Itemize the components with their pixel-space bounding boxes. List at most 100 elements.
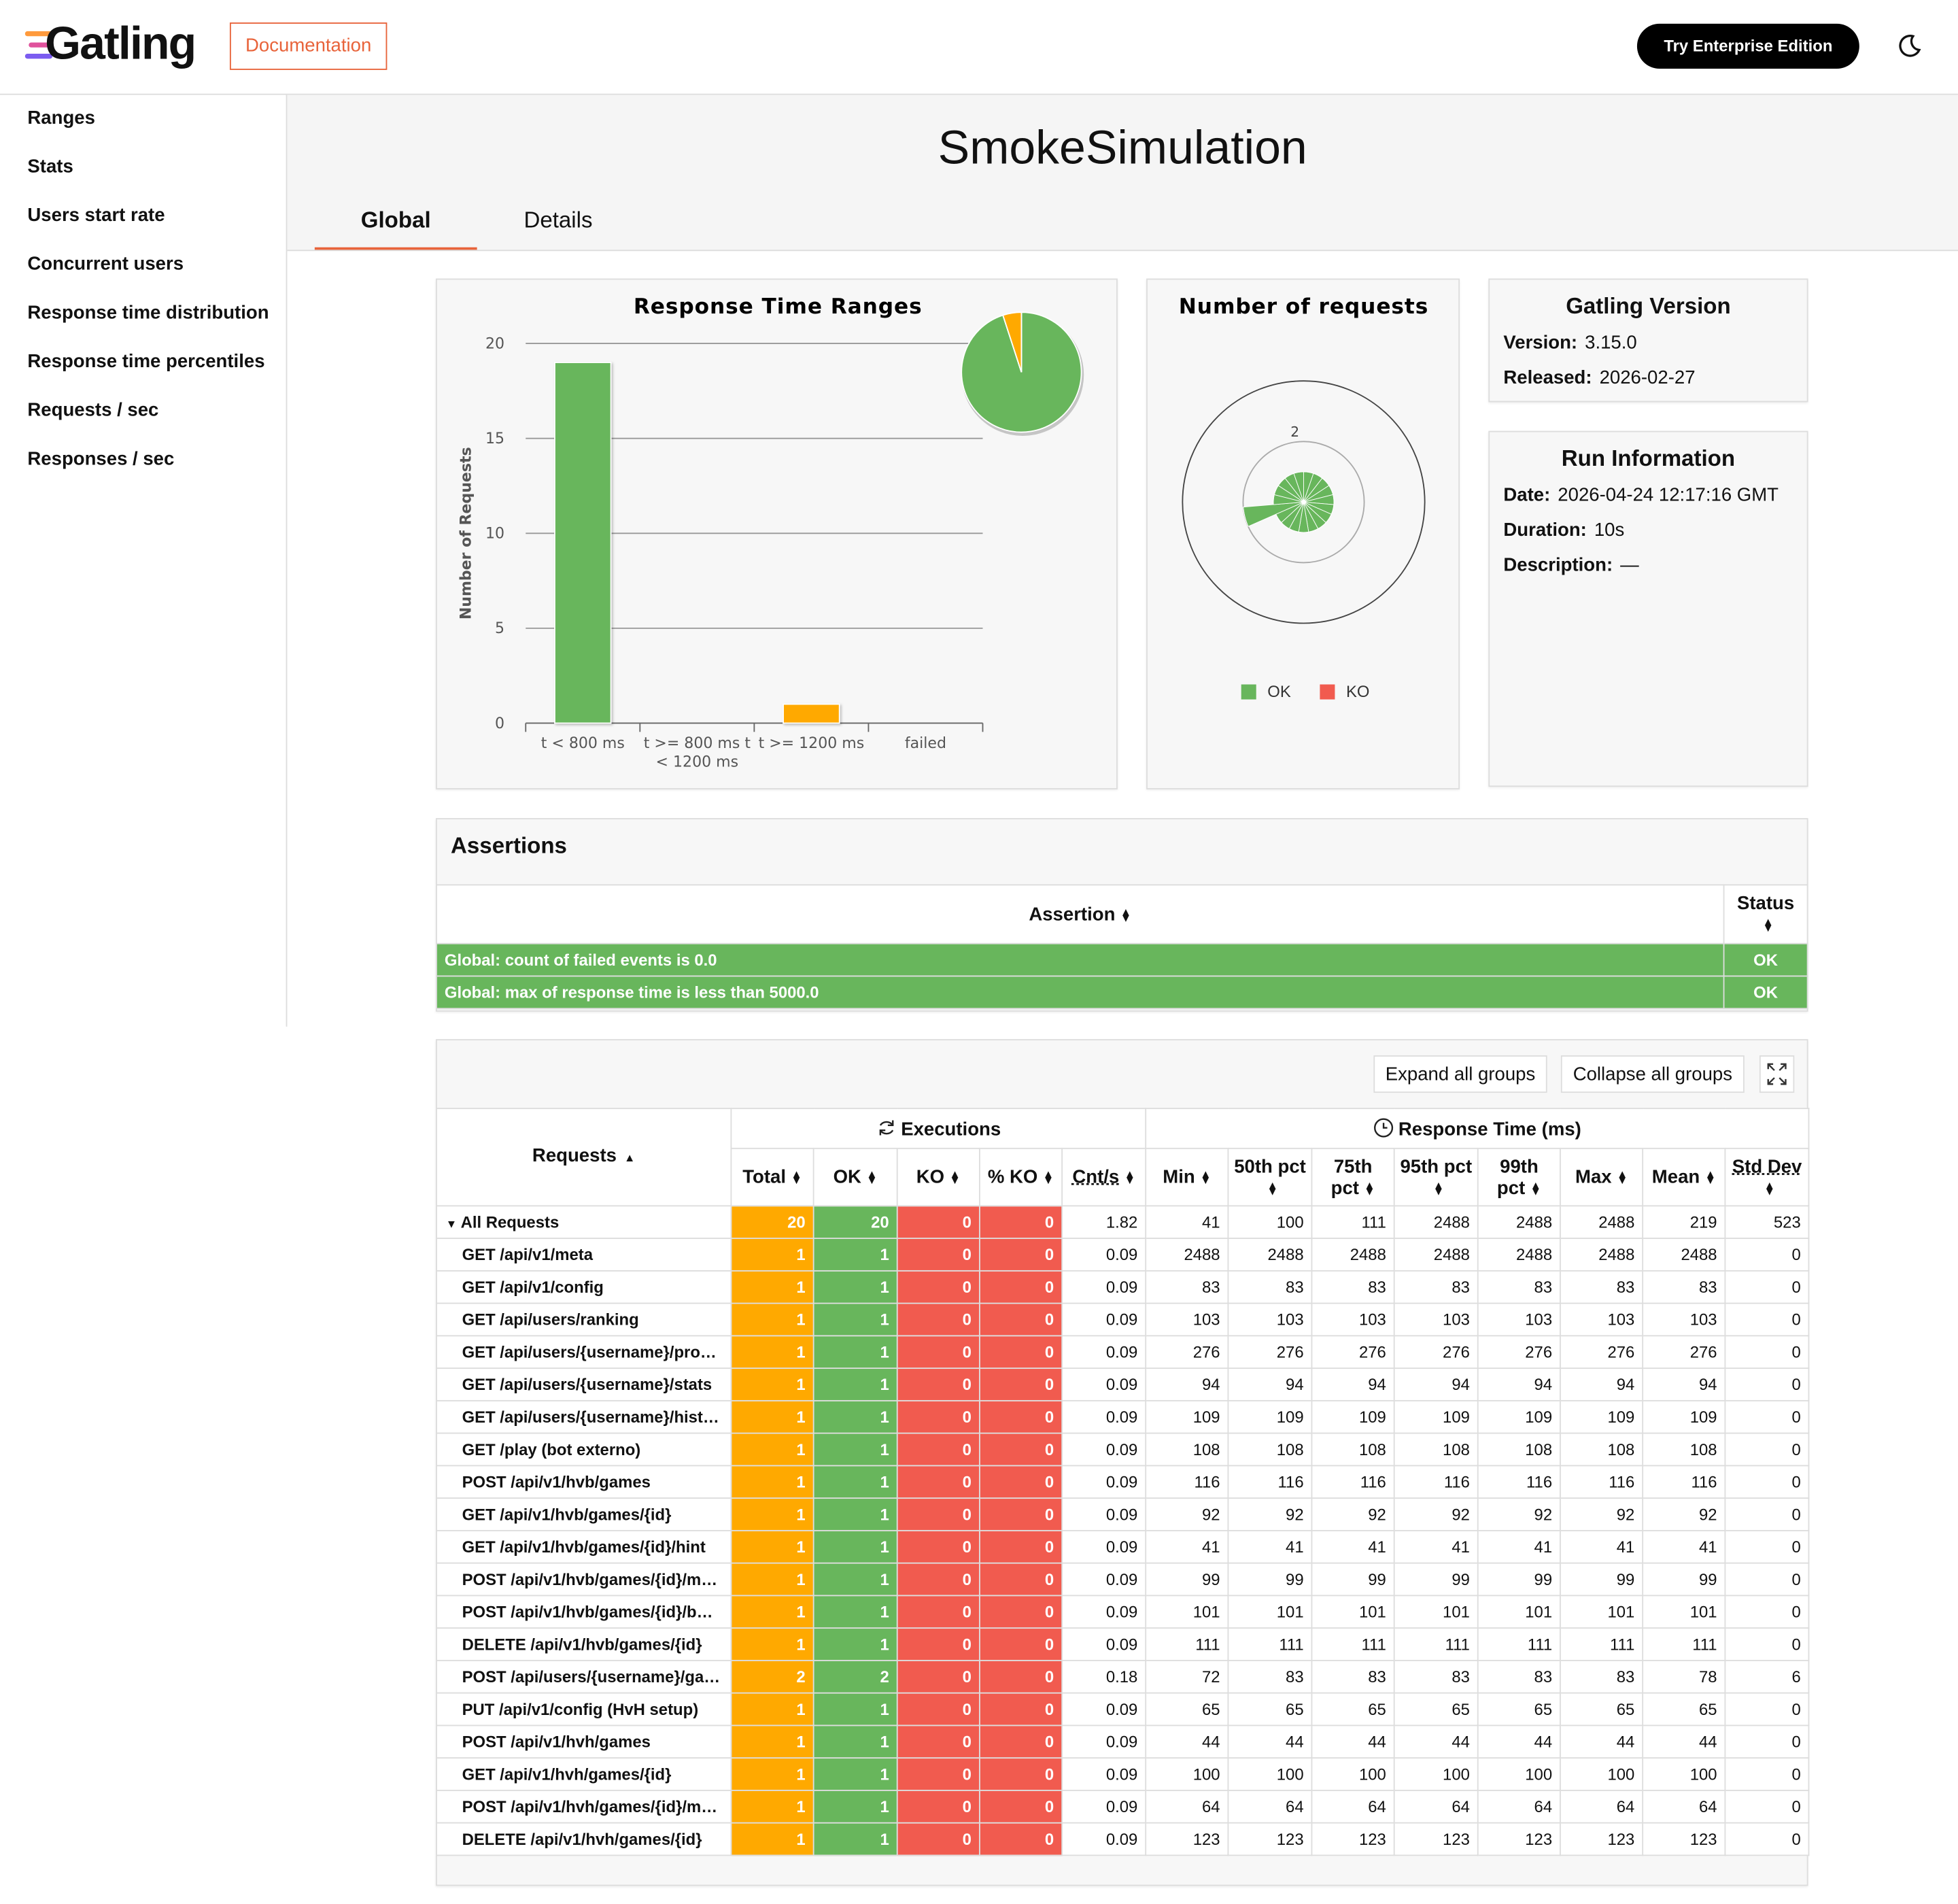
toolbar-button[interactable]: Expand all groups [1373,1055,1547,1093]
stat-cell: 276 [1642,1335,1726,1370]
stat-cell: 83 [1393,1659,1479,1694]
toolbar-button[interactable]: Collapse all groups [1560,1055,1745,1093]
stat-cell: 1 [812,1302,898,1337]
column-header[interactable]: Assertion ▲ ▼ [436,884,1725,945]
stat-cell: 44 [1560,1724,1644,1759]
stat-cell: 99 [1642,1562,1726,1597]
request-row: GET /api/users/ranking 1 1 0 0 0.09 103 103 103 1… [436,1302,1810,1337]
assertion-text: Global: count of failed events is 0.0 [436,942,1725,977]
stat-cell: 2488 [1393,1205,1479,1240]
stat-cell: 99 [1227,1562,1313,1597]
stat-cell: 1 [730,1302,814,1337]
nav-link[interactable]: Users start rate [27,205,165,226]
request-name: POST /api/v1/hvb/games/{id}/b… [436,1595,732,1629]
panel-title: Gatling Version [1566,293,1731,319]
column-header[interactable]: Total ▲ ▼ [730,1147,814,1207]
legend-label[interactable]: KO [1345,681,1370,701]
sort-icon: ▲ ▼ [1267,1178,1278,1197]
nav-link[interactable]: Responses / sec [27,448,175,470]
stat-cell: 83 [1227,1270,1313,1304]
documentation-button[interactable]: Documentation [229,22,388,70]
request-label: POST /api/v1/hvb/games [462,1472,651,1492]
legend-label[interactable]: OK [1267,681,1291,701]
request-row: GET /api/users/{username}/stats 1 1 0 0 0.09 9… [436,1367,1810,1401]
column-header[interactable]: Min ▲ ▼ [1145,1147,1229,1207]
nav-link[interactable]: Concurrent users [27,253,184,275]
stat-cell: 0 [896,1692,980,1727]
theme-toggle[interactable] [1895,33,1923,60]
stat-cell: 111 [1477,1627,1561,1661]
nav-link[interactable]: Stats [27,156,73,177]
r-tick-label: 2 [1290,424,1299,440]
stat-cell: 111 [1311,1205,1395,1240]
header-text: Mean [1651,1166,1700,1188]
column-header[interactable]: % KO ▲ ▼ [978,1147,1063,1207]
stat-cell: 99 [1560,1562,1644,1597]
stat-cell: 83 [1227,1659,1313,1694]
info-row: Date: 2026-04-24 12:17:16 GMT [1503,485,1779,506]
sort-icon: ▲ ▼ [1762,915,1774,934]
logo[interactable]: Gatling [45,17,196,69]
stat-cell: 123 [1145,1822,1229,1856]
nav-link[interactable]: Requests / sec [27,399,159,421]
polar-outer-ring [1182,380,1426,624]
stat-cell: 0 [1724,1399,1810,1434]
nav-link[interactable]: Response time percentiles [27,351,265,373]
stat-cell: 101 [1393,1595,1479,1629]
stat-cell: 44 [1145,1724,1229,1759]
header-text: Cnt/s [1072,1166,1120,1188]
stat-cell: 1 [812,1692,898,1727]
y-axis-label: Number of Requests [458,447,475,619]
column-header[interactable]: 75th pct ▲ ▼ [1311,1147,1395,1207]
stat-cell: 0.09 [1061,1757,1147,1791]
stat-cell: 2488 [1227,1238,1313,1272]
stat-cell: 64 [1393,1789,1479,1824]
stat-cell: 0 [978,1692,1063,1727]
x-tick-label: failed [904,734,946,752]
tab[interactable]: Global [314,207,477,250]
sort-icon: ▲ ▼ [949,1168,961,1187]
column-header[interactable]: Max ▲ ▼ [1560,1147,1644,1207]
stat-cell: 0 [1724,1270,1810,1304]
stat-cell: 65 [1227,1692,1313,1727]
stat-cell: 111 [1227,1627,1313,1661]
stat-cell: 1 [812,1335,898,1370]
request-row: POST /api/v1/hvb/games/{id}/m… 1 1 0 0 0.09 99… [436,1562,1810,1597]
request-label: GET /api/v1/hvb/games/{id}/hint [462,1537,706,1557]
expand-caret[interactable]: ▼ [445,1217,458,1231]
column-header[interactable]: 50th pct▲ ▼ [1227,1147,1313,1207]
header-text: 75th pct [1330,1155,1373,1199]
column-header[interactable]: Requests ▲ [436,1108,732,1207]
request-name: GET /api/v1/hvb/games/{id} [436,1497,732,1531]
stat-cell: 109 [1311,1399,1395,1434]
stat-cell: 0 [896,1335,980,1370]
header-text: Response Time (ms) [1398,1118,1581,1140]
chart: Response Time Ranges 0 5 10 15 20 Number of Re… [458,294,1084,732]
legend-swatch [1320,684,1335,700]
request-name: ▼ All Requests [436,1205,732,1240]
nav-link[interactable]: Ranges [27,107,95,129]
stats-panel: Expand all groups Collapse all groups Requ… [436,1039,1810,1886]
stat-cell: 2488 [1145,1238,1229,1272]
nav-link[interactable]: Response time distribution [27,302,269,324]
request-label: GET /api/v1/hvb/games/{id} [462,1505,672,1524]
tab[interactable]: Details [523,207,593,233]
panel-title: Assertions [451,833,567,858]
stat-cell: 0 [1724,1302,1810,1337]
stat-cell: 111 [1311,1627,1395,1661]
column-header[interactable]: 99th pct ▲ ▼ [1477,1147,1561,1207]
column-header[interactable]: Cnt/s ▲ ▼ [1061,1147,1147,1207]
column-header[interactable]: 95th pct▲ ▼ [1393,1147,1479,1207]
stat-cell: 0.09 [1061,1595,1147,1629]
column-header[interactable]: Status ▲ ▼ [1723,884,1808,945]
request-name: GET /api/v1/config [436,1270,732,1304]
stat-cell: 0 [978,1595,1063,1629]
column-header[interactable]: KO ▲ ▼ [896,1147,980,1207]
enterprise-button[interactable]: Try Enterprise Edition [1636,23,1859,69]
column-header[interactable]: Mean ▲ ▼ [1642,1147,1726,1207]
stat-cell: 0 [978,1627,1063,1661]
stat-cell: 83 [1560,1659,1644,1694]
column-header[interactable]: Std Dev▲ ▼ [1724,1147,1810,1207]
column-header[interactable]: OK ▲ ▼ [812,1147,898,1207]
fullscreen-button[interactable] [1759,1055,1795,1093]
